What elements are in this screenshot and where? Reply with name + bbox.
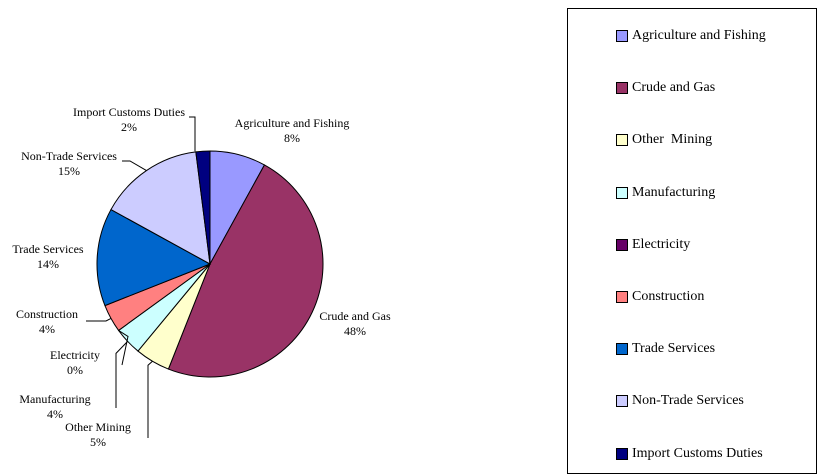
legend-swatch (616, 395, 628, 408)
leader-manufacturing (115, 341, 128, 408)
legend-swatch (616, 134, 628, 147)
legend-label: Electricity (632, 236, 691, 252)
legend-label: Agriculture and Fishing (632, 28, 766, 43)
label-crude-and-gas: Crude and Gas 48% (319, 309, 391, 338)
label-non-trade-services: Non-Trade Services 15% (21, 149, 117, 178)
slice-non-trade-services (110, 151, 211, 265)
legend-swatch (616, 186, 628, 199)
legend-item-manufacturing: Manufacturing (616, 185, 715, 201)
slice-trade-services (96, 208, 212, 307)
label-agriculture-and-fishing: Agriculture and Fishing 8% (235, 116, 350, 145)
legend-item-non-trade-services: Non-Trade Services (616, 393, 744, 409)
slice-import-customs-duties (195, 150, 211, 265)
slice-labels: Agriculture and Fishing 8% Crude and Gas 48… (12, 105, 391, 449)
label-construction: Construction 4% (16, 307, 78, 336)
legend-item-crude-and-gas: Crude and Gas (616, 80, 715, 96)
legend-label: Other Mining (632, 132, 713, 148)
legend-swatch (616, 343, 628, 356)
legend-swatch (616, 238, 628, 251)
pie-chart: Agriculture and Fishing 8% Crude and Gas 48… (12, 105, 391, 449)
leader-import-customs-duties (189, 116, 196, 152)
pie-slices (96, 150, 324, 378)
leader-construction (86, 317, 112, 322)
legend-item-electricity: Electricity (616, 237, 690, 253)
legend-label: Construction (632, 289, 705, 304)
legend-label: Trade Services (632, 341, 716, 357)
label-other-mining: Other Mining 5% (65, 420, 131, 449)
leader-non-trade-services (122, 160, 147, 171)
label-trade-services: Trade Services 14% (12, 242, 84, 271)
label-manufacturing: Manufacturing 4% (19, 392, 90, 421)
legend-label: Import Customs Duties (632, 445, 763, 461)
slice-crude-and-gas (167, 164, 324, 378)
legend-item-other-mining: Other Mining (616, 132, 712, 148)
legend-label: Crude and Gas (632, 80, 716, 96)
legend-label: Non-Trade Services (632, 393, 744, 409)
legend-item-construction: Construction (616, 289, 704, 305)
legend: Agriculture and Fishing Crude and Gas Othe… (567, 8, 817, 474)
legend-swatch (616, 447, 628, 460)
leader-other-mining (147, 360, 153, 438)
label-import-customs-duties: Import Customs Duties 2% (73, 105, 185, 134)
leader-lines (86, 116, 196, 438)
leader-electricity (118, 329, 129, 366)
legend-swatch (616, 82, 628, 95)
legend-item-agriculture-and-fishing: Agriculture and Fishing (616, 28, 766, 44)
legend-swatch (616, 291, 628, 303)
label-electricity: Electricity 0% (50, 348, 100, 377)
legend-item-trade-services: Trade Services (616, 341, 715, 357)
legend-swatch (616, 30, 628, 42)
legend-label: Manufacturing (632, 184, 716, 200)
legend-item-import-customs-duties: Import Customs Duties (616, 446, 763, 462)
